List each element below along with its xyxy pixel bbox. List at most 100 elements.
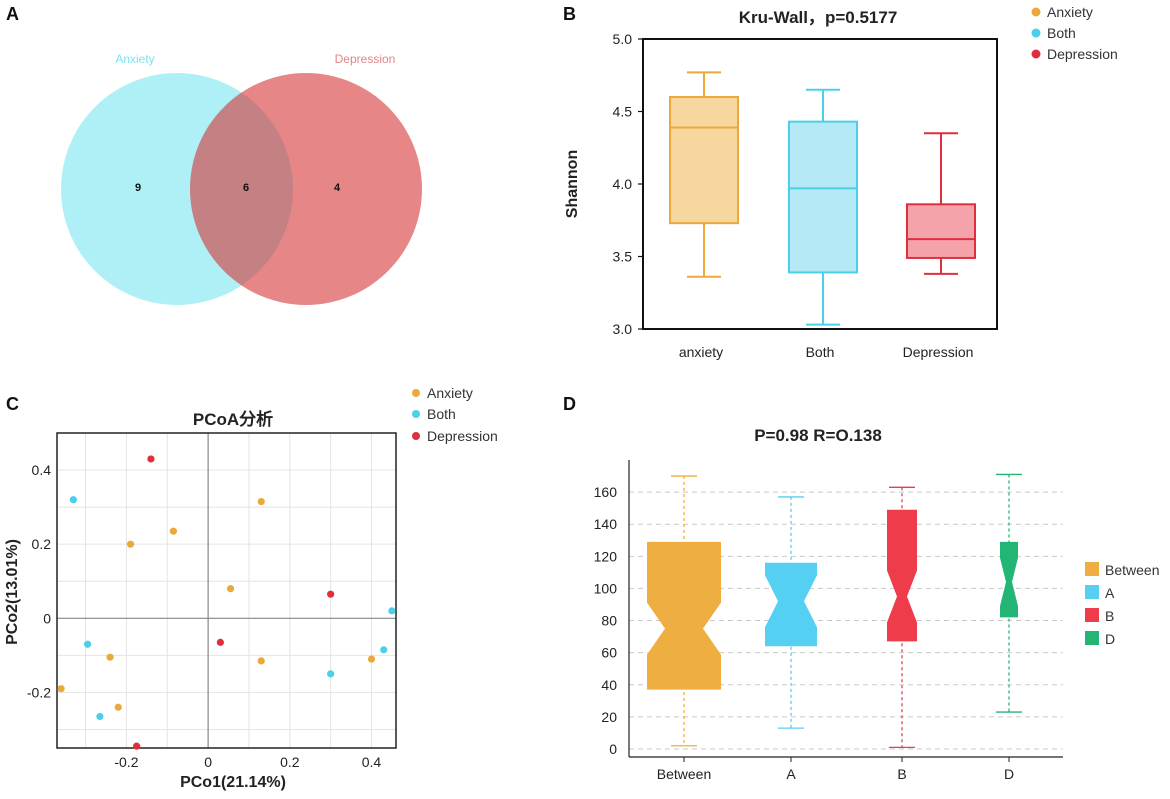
pcoa-scatter: PCoA分析 -0.2 0 0.2 0.4 -0.2 0 0.2 0.4 PCo1(21.14… bbox=[4, 385, 498, 791]
pcoa-plot-frame bbox=[56, 432, 397, 749]
pcoa-point-anxiety bbox=[226, 585, 235, 593]
shannon-chart-title: Kru-Wall，p=0.5177 bbox=[739, 8, 898, 27]
legend-label-b: B bbox=[1105, 608, 1114, 624]
pcoa-point-anxiety bbox=[106, 653, 114, 661]
pcoa-point-both bbox=[388, 607, 396, 615]
pcoa-point-anxiety bbox=[126, 540, 135, 548]
shannon-y-ticks: 3.0 3.5 4.0 4.5 5.0 bbox=[613, 31, 643, 337]
anosim-x-tick-label: A bbox=[786, 766, 796, 782]
shannon-boxes bbox=[669, 71, 976, 326]
venn-count-overlap: 6 bbox=[243, 182, 249, 194]
legend-label-depression: Depression bbox=[427, 428, 498, 444]
shannon-box bbox=[788, 120, 858, 274]
anosim-y-tick-label: 40 bbox=[601, 677, 617, 693]
anosim-notched-box bbox=[765, 562, 817, 647]
pcoa-point-anxiety bbox=[257, 657, 265, 665]
pcoa-point-both bbox=[327, 670, 335, 678]
venn-circle-depression bbox=[190, 73, 422, 305]
panel-letter-c: C bbox=[6, 394, 19, 414]
shannon-x-label-depression: Depression bbox=[903, 344, 974, 360]
legend-label-anxiety: Anxiety bbox=[427, 385, 473, 401]
pcoa-point-anxiety bbox=[257, 497, 265, 506]
anosim-y-tick-label: 20 bbox=[601, 709, 617, 725]
pcoa-y-tick-label: 0.4 bbox=[32, 462, 52, 478]
legend-dot-both bbox=[1031, 28, 1041, 38]
legend-label-a: A bbox=[1105, 585, 1115, 601]
pcoa-point-anxiety bbox=[57, 685, 65, 693]
venn-count-anxiety-only: 9 bbox=[135, 182, 141, 194]
legend-label-both: Both bbox=[1047, 25, 1076, 41]
legend-label-depression: Depression bbox=[1047, 46, 1118, 62]
pcoa-point-depression bbox=[147, 455, 155, 463]
pcoa-x-tick-label: -0.2 bbox=[114, 754, 138, 770]
pcoa-x-tick-label: 0 bbox=[204, 754, 212, 770]
pcoa-point-depression bbox=[216, 638, 224, 646]
pcoa-chart-title: PCoA分析 bbox=[193, 409, 273, 429]
pcoa-point-both bbox=[96, 712, 104, 721]
pcoa-legend: Anxiety Both Depression bbox=[412, 385, 498, 444]
anosim-x-tick-label: D bbox=[1004, 766, 1014, 782]
anosim-y-tick-label: 120 bbox=[594, 548, 618, 564]
pcoa-y-tick-label: -0.2 bbox=[27, 684, 51, 700]
panel-letter-d: D bbox=[563, 394, 576, 414]
anosim-y-tick-label: 80 bbox=[601, 613, 617, 629]
anosim-y-tick-label: 60 bbox=[601, 645, 617, 661]
pcoa-x-axis-title: PCo1(21.14%) bbox=[180, 774, 286, 791]
pcoa-x-tick-label: 0.2 bbox=[280, 754, 300, 770]
venn-label-depression: Depression bbox=[335, 52, 396, 66]
pcoa-point-both bbox=[84, 640, 92, 648]
legend-label-anxiety: Anxiety bbox=[1047, 4, 1093, 20]
pcoa-point-depression bbox=[133, 742, 141, 750]
legend-label-d: D bbox=[1105, 631, 1115, 647]
legend-swatch-b bbox=[1085, 608, 1099, 622]
legend-label-between: Between bbox=[1105, 562, 1159, 578]
anosim-y-tick-label: 160 bbox=[594, 484, 618, 500]
shannon-y-axis-title: Shannon bbox=[564, 150, 581, 218]
panel-letter-b: B bbox=[563, 4, 576, 24]
shannon-y-tick-label: 3.0 bbox=[613, 321, 633, 337]
shannon-legend: Anxiety Both Depression bbox=[1031, 4, 1118, 62]
anosim-y-tick-label: 100 bbox=[594, 580, 618, 596]
shannon-box bbox=[906, 203, 976, 259]
pcoa-point-anxiety bbox=[169, 527, 178, 535]
legend-dot-anxiety bbox=[1031, 7, 1041, 17]
legend-dot-both bbox=[412, 410, 420, 418]
venn-label-anxiety: Anxiety bbox=[115, 52, 154, 66]
venn-diagram: Anxiety Depression 9 6 4 bbox=[61, 52, 422, 305]
pcoa-point-anxiety bbox=[367, 655, 376, 663]
legend-swatch-a bbox=[1085, 585, 1099, 599]
anosim-x-tick-label: B bbox=[897, 766, 906, 782]
pcoa-ticks: -0.2 0 0.2 0.4 -0.2 0 0.2 0.4 bbox=[27, 462, 382, 770]
shannon-boxplot: Kru-Wall，p=0.5177 Shannon 3.0 3.5 4.0 4.5 5.… bbox=[564, 4, 1118, 360]
pcoa-point-anxiety bbox=[114, 703, 122, 711]
shannon-y-tick-label: 3.5 bbox=[613, 249, 633, 265]
legend-swatch-d bbox=[1085, 631, 1099, 645]
pcoa-y-tick-label: 0.2 bbox=[32, 536, 52, 552]
anosim-x-tick-label: Between bbox=[657, 766, 711, 782]
pcoa-point-both bbox=[380, 646, 388, 654]
anosim-notched-box bbox=[647, 541, 721, 690]
legend-dot-depression bbox=[412, 432, 420, 440]
shannon-box bbox=[669, 96, 739, 225]
panel-letter-a: A bbox=[6, 4, 19, 24]
venn-count-depression-only: 4 bbox=[334, 182, 341, 194]
shannon-x-label-both: Both bbox=[806, 344, 835, 360]
anosim-chart-title: P=0.98 R=O.138 bbox=[754, 426, 882, 445]
anosim-boxplot: P=0.98 R=O.138 0 20 40 60 80 100 120 140 160 Betw… bbox=[594, 426, 1160, 782]
shannon-y-tick-label: 4.5 bbox=[613, 104, 633, 120]
anosim-y-tick-label: 140 bbox=[594, 516, 618, 532]
pcoa-point-both bbox=[69, 496, 77, 504]
pcoa-grid bbox=[57, 433, 396, 748]
shannon-y-tick-label: 5.0 bbox=[613, 31, 633, 47]
shannon-y-tick-label: 4.0 bbox=[613, 176, 633, 192]
legend-label-both: Both bbox=[427, 406, 456, 422]
legend-swatch-between bbox=[1085, 562, 1099, 576]
pcoa-y-tick-label: 0 bbox=[43, 610, 51, 626]
anosim-legend: Between A B D bbox=[1085, 562, 1159, 647]
anosim-y-tick-label: 0 bbox=[609, 741, 617, 757]
pcoa-points bbox=[57, 455, 396, 750]
anosim-notched-box bbox=[887, 509, 917, 642]
anosim-notched-box bbox=[1000, 541, 1018, 618]
pcoa-point-depression bbox=[327, 590, 335, 598]
